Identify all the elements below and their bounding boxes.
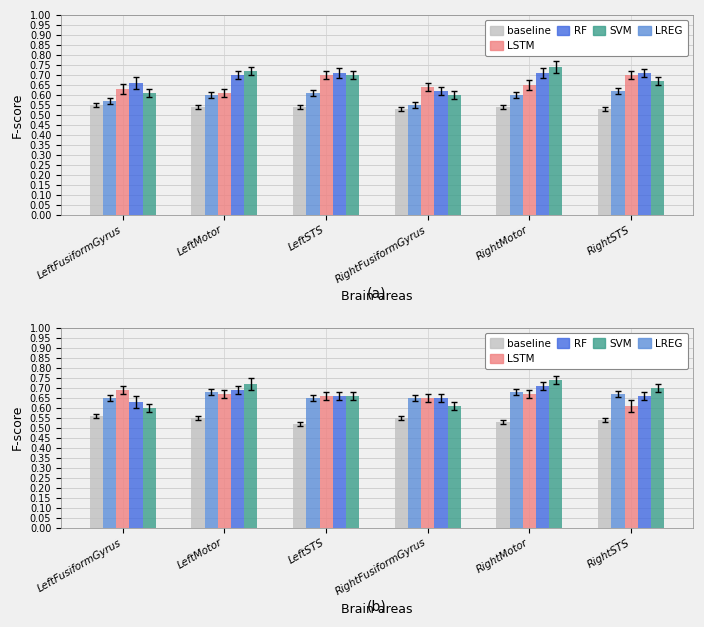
Y-axis label: F-score: F-score <box>11 92 24 138</box>
Bar <box>523 394 536 527</box>
Bar <box>421 87 434 215</box>
X-axis label: Brain areas: Brain areas <box>341 603 413 616</box>
Bar <box>408 105 421 215</box>
Bar <box>205 392 218 527</box>
Bar <box>306 398 320 527</box>
Y-axis label: F-score: F-score <box>11 405 24 450</box>
Bar <box>496 107 510 215</box>
Bar <box>191 418 205 527</box>
Bar <box>306 93 320 215</box>
Bar <box>89 105 103 215</box>
Bar <box>624 75 638 215</box>
Bar <box>205 95 218 215</box>
Bar <box>651 388 664 527</box>
Bar <box>293 107 306 215</box>
Bar <box>244 384 258 527</box>
Bar <box>549 67 562 215</box>
Bar <box>408 398 421 527</box>
Bar <box>598 109 611 215</box>
Bar <box>218 93 231 215</box>
Bar <box>231 390 244 527</box>
Bar <box>638 73 651 215</box>
Bar <box>448 406 461 527</box>
Bar <box>130 83 143 215</box>
Text: (b): (b) <box>367 600 386 614</box>
Bar <box>421 398 434 527</box>
Bar <box>116 390 130 527</box>
Legend: baseline, LSTM, RF, SVM, LREG: baseline, LSTM, RF, SVM, LREG <box>485 333 688 369</box>
Bar <box>624 406 638 527</box>
Bar <box>434 398 448 527</box>
Bar <box>611 91 624 215</box>
Bar <box>346 396 359 527</box>
Bar <box>191 107 205 215</box>
Bar <box>346 75 359 215</box>
Bar <box>333 396 346 527</box>
X-axis label: Brain areas: Brain areas <box>341 290 413 303</box>
Bar <box>218 394 231 527</box>
Bar <box>536 386 549 527</box>
Bar <box>116 89 130 215</box>
Bar <box>244 71 258 215</box>
Bar <box>536 73 549 215</box>
Bar <box>320 396 333 527</box>
Bar <box>333 73 346 215</box>
Bar <box>638 396 651 527</box>
Bar <box>510 95 523 215</box>
Bar <box>395 109 408 215</box>
Bar <box>611 394 624 527</box>
Bar <box>510 392 523 527</box>
Bar <box>523 85 536 215</box>
Bar <box>651 81 664 215</box>
Bar <box>231 75 244 215</box>
Bar <box>434 91 448 215</box>
Bar <box>103 101 116 215</box>
Bar <box>448 95 461 215</box>
Bar <box>549 380 562 527</box>
Bar <box>320 75 333 215</box>
Bar <box>598 419 611 527</box>
Text: (a): (a) <box>367 287 386 301</box>
Bar <box>395 418 408 527</box>
Bar <box>143 408 156 527</box>
Bar <box>89 416 103 527</box>
Bar <box>496 422 510 527</box>
Bar <box>103 398 116 527</box>
Bar <box>130 402 143 527</box>
Bar <box>143 93 156 215</box>
Legend: baseline, LSTM, RF, SVM, LREG: baseline, LSTM, RF, SVM, LREG <box>485 20 688 56</box>
Bar <box>293 424 306 527</box>
